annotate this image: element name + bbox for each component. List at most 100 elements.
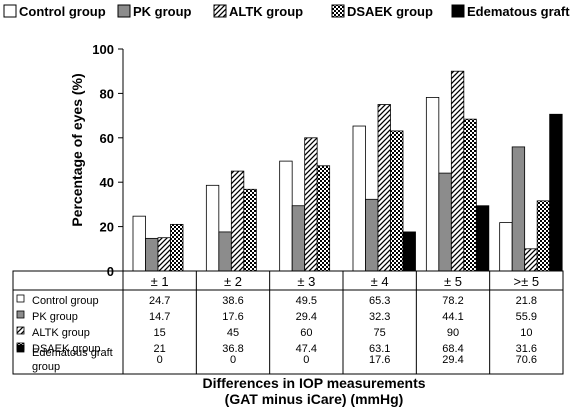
y-tick-label: 100 [92,42,114,57]
table-cell: 45 [227,327,239,339]
table-row-swatch [16,344,25,353]
table-cell: 70.6 [516,354,537,366]
table-cell: 17.6 [222,311,243,323]
legend-item: DSAEK group [331,4,433,19]
bar [230,170,245,272]
x-category-label: ± 4 [371,274,389,289]
legend-item: Control group [3,4,106,19]
data-table: ± 1 ± 2 ± 3 ± 4 ± 5 >± 5 Control group 24.7 38.6… [12,270,564,375]
table-cell: 47.4 [296,343,317,355]
legend-label: DSAEK group [347,4,433,19]
table-cell: 0 [303,354,309,366]
table-cell: 29.4 [296,311,317,323]
x-category-label: >± 5 [514,274,540,289]
table-cell: 0 [230,354,236,366]
legend-swatch [117,4,131,18]
y-tick-label: 80 [100,86,114,101]
y-tick-label: 60 [100,131,114,146]
table-cell: 32.3 [369,311,390,323]
bar [279,160,293,272]
bar [463,118,477,272]
table-cell: 0 [157,354,163,366]
table-row-label: ALTK group [32,327,90,339]
bar [499,222,513,272]
table-cell: 78.2 [442,295,463,307]
bar [352,125,366,272]
table-cell: 21.8 [516,295,537,307]
legend-swatch [331,4,345,18]
legend-item: ALTK group [213,4,303,19]
legend-swatch [3,4,17,18]
bar [524,248,538,272]
table-cell: 68.4 [442,343,463,355]
table-cell: 90 [447,327,459,339]
x-category-label: ± 1 [151,274,169,289]
table-cell: 17.6 [369,354,390,366]
table-cell: 44.1 [442,311,463,323]
table-cell: 15 [154,327,166,339]
table-cell: 60 [300,327,312,339]
bars [132,70,563,272]
table-cell: 31.6 [516,343,537,355]
legend: Control group PK group ALTK group DSAEK gro… [3,4,570,19]
table-row-label: group [32,361,60,373]
legend-label: Edematous graft group [467,4,570,19]
bar [390,130,404,272]
table-row-swatch [16,326,25,335]
bar [205,184,220,272]
bar [243,188,257,272]
bar [402,231,416,272]
table-cell: 29.4 [442,354,463,366]
table-row-label: Edematous graft [32,347,113,359]
x-category-label: ± 5 [444,274,462,289]
table-cell: 49.5 [296,295,317,307]
legend-label: Control group [19,4,106,19]
bar [377,104,391,272]
table-row-label: Control group [32,295,99,307]
x-axis-label-line1: Differences in IOP measurements [202,375,425,391]
table-cell: 63.1 [369,343,390,355]
bar [536,200,551,272]
bar [157,237,171,272]
legend-swatch [213,4,227,18]
y-tick-label: 40 [100,175,114,190]
legend-label: ALTK group [229,4,303,19]
bar [438,172,452,272]
legend-swatch [451,4,465,18]
bar [365,198,379,272]
y-axis-label: Percentage of eyes (%) [69,73,85,226]
table-row-swatch [16,310,25,319]
y-tick-label: 20 [100,220,114,235]
table-cell: 14.7 [149,311,170,323]
table-cell: 24.7 [149,295,170,307]
table-row-label: PK group [32,311,78,323]
bar [145,237,159,272]
table-cell: 38.6 [222,295,243,307]
table-row-label: DSAEK group [32,343,100,355]
bar [316,165,331,272]
x-category-label: ± 3 [297,274,315,289]
x-category-label: ± 2 [224,274,242,289]
bar [170,223,184,272]
bar [475,205,490,272]
bar [304,137,318,272]
legend-item: Edematous graft group [451,4,570,19]
x-axis-label-line2: (GAT minus iCare) (mmHg) [225,391,404,407]
table-cell: 55.9 [516,311,537,323]
table-cell: 21 [154,343,166,355]
table-cell: 36.8 [222,343,243,355]
bar [549,113,563,272]
bar [291,205,306,272]
table-cell: 65.3 [369,295,390,307]
bar [511,146,526,272]
legend-item: PK group [117,4,192,19]
legend-label: PK group [133,4,192,19]
table-row-swatch [16,294,25,303]
bar [218,231,232,272]
table-cell: 75 [374,327,386,339]
table-cell: 10 [520,327,532,339]
bar [425,96,440,272]
